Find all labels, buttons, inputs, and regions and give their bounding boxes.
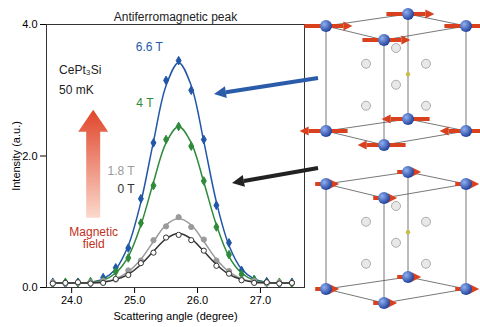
svg-text:Scattering angle (degree): Scattering angle (degree)	[113, 310, 237, 322]
svg-text:24.0: 24.0	[61, 294, 82, 306]
svg-text:CePt₃Si: CePt₃Si	[59, 63, 101, 77]
svg-text:Antiferromagnetic peak: Antiferromagnetic peak	[114, 10, 238, 24]
svg-text:50 mK: 50 mK	[59, 83, 94, 97]
svg-text:4.0: 4.0	[22, 18, 37, 30]
svg-text:0 T: 0 T	[117, 182, 135, 196]
svg-text:27.0: 27.0	[250, 294, 271, 306]
svg-text:0.0: 0.0	[22, 281, 37, 293]
svg-text:Intensity (a.u.): Intensity (a.u.)	[10, 121, 22, 191]
svg-text:Magneticfield: Magneticfield	[69, 225, 118, 251]
svg-text:25.0: 25.0	[124, 294, 145, 306]
svg-text:2.0: 2.0	[22, 150, 37, 162]
svg-text:6.6 T: 6.6 T	[136, 40, 164, 54]
svg-text:4 T: 4 T	[136, 96, 154, 110]
svg-text:1.8 T: 1.8 T	[107, 164, 135, 178]
svg-text:26.0: 26.0	[187, 294, 208, 306]
